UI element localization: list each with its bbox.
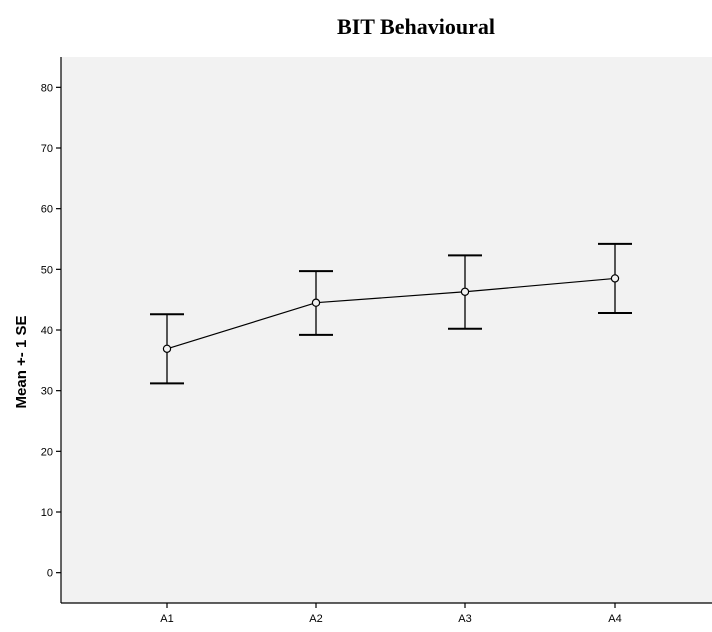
data-point xyxy=(162,344,172,354)
x-tick-label: A3 xyxy=(458,613,471,625)
x-axis: A1 A2 A3 A4 xyxy=(61,602,712,625)
y-axis: 0 10 20 30 40 50 60 70 80 xyxy=(41,57,62,603)
data-point xyxy=(610,274,620,283)
y-axis-label: Mean +- 1 SE xyxy=(13,316,30,409)
y-tick-label: 50 xyxy=(41,264,53,276)
y-tick-label: 20 xyxy=(41,446,53,458)
x-tick-label: A4 xyxy=(608,613,621,625)
x-tick-label: A1 xyxy=(160,613,173,625)
series-layer xyxy=(150,242,632,385)
y-tick-label: 40 xyxy=(41,325,53,337)
series-line xyxy=(166,277,616,350)
y-tick-label: 60 xyxy=(41,204,53,216)
data-point xyxy=(460,287,470,296)
x-tick-label: A2 xyxy=(309,613,322,625)
y-tick-label: 30 xyxy=(41,386,53,398)
y-tick-label: 10 xyxy=(41,507,53,519)
y-tick-label: 80 xyxy=(41,82,53,94)
chart-title: BIT Behavioural xyxy=(337,14,495,39)
data-point xyxy=(311,298,321,307)
y-tick-label: 0 xyxy=(47,568,53,580)
plot-area xyxy=(61,57,712,603)
y-tick-label: 70 xyxy=(41,143,53,155)
